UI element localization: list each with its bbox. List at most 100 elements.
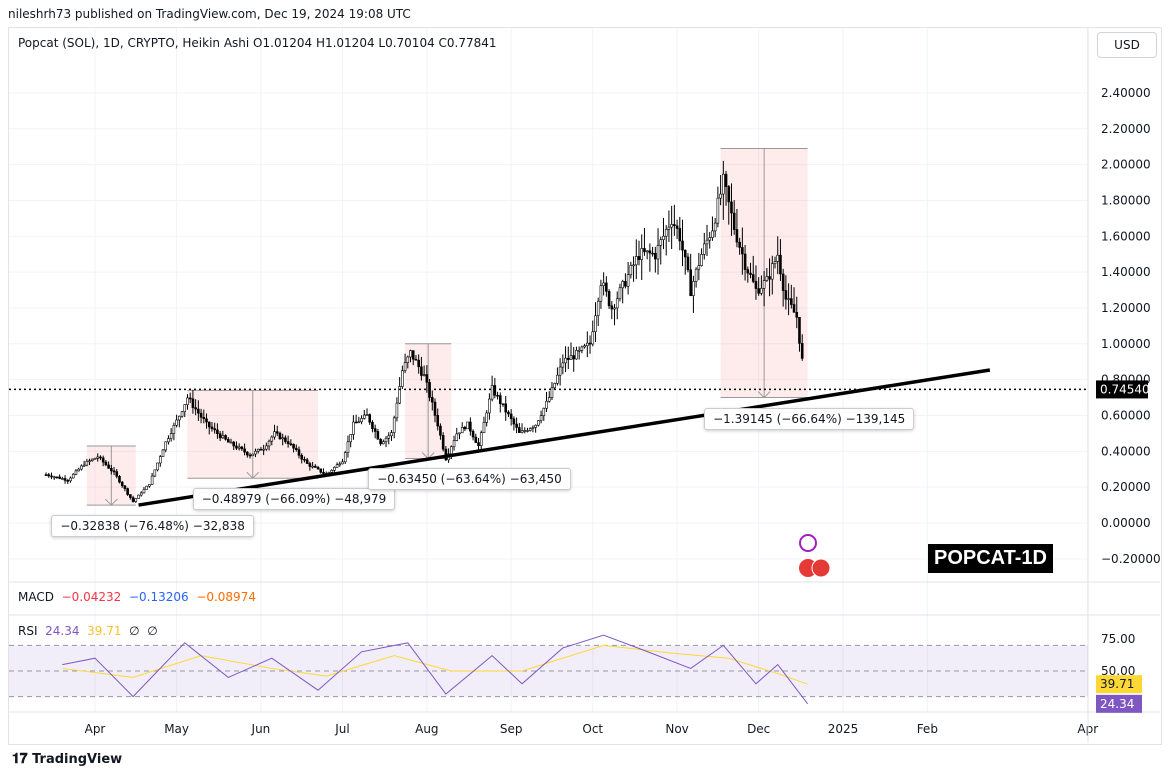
candle-body — [58, 476, 61, 479]
rsi-ma-value: 39.71 — [87, 624, 122, 638]
candle-body — [580, 346, 584, 351]
x-tick-label: Apr — [85, 722, 106, 736]
candle-body — [667, 226, 671, 230]
candle-body — [751, 274, 755, 282]
candle-body — [169, 433, 173, 439]
candle-body — [605, 282, 608, 292]
candle-body — [518, 427, 521, 433]
candle-body — [379, 438, 382, 445]
currency-button[interactable]: USD — [1097, 32, 1157, 58]
candle-body — [390, 432, 393, 437]
candle-body — [44, 474, 48, 476]
candle-body — [564, 357, 567, 364]
candle-body — [110, 468, 113, 472]
candle-body — [479, 432, 483, 446]
candle-body — [270, 436, 274, 442]
candle-body — [115, 471, 119, 477]
candle-body — [547, 397, 551, 402]
candle-body — [586, 342, 589, 347]
candle-body — [765, 276, 769, 281]
y-tick-label: 2.00000 — [1101, 158, 1151, 172]
candle-body — [615, 298, 619, 309]
candle-body — [776, 254, 780, 262]
candle-body — [352, 421, 355, 435]
candle-body — [594, 315, 597, 333]
candle-body — [401, 370, 404, 387]
candle-body — [284, 437, 287, 442]
candle-body — [354, 421, 358, 424]
candle-body — [392, 417, 396, 433]
candle-body — [800, 343, 804, 359]
candle-body — [137, 494, 140, 499]
candle-body — [719, 193, 722, 199]
candle-body — [172, 424, 176, 434]
rsi-label: RSI — [18, 624, 38, 638]
candle-body — [216, 429, 219, 434]
candle-body — [218, 433, 222, 439]
candle-body — [314, 465, 317, 468]
candle-body — [735, 229, 739, 243]
candle-body — [787, 298, 790, 300]
candle-body — [286, 441, 290, 445]
candle-body — [126, 488, 129, 495]
candle-body — [395, 402, 399, 419]
rsi-extra-2: ∅ — [147, 624, 158, 638]
candle-body — [520, 430, 524, 433]
candle-body — [700, 254, 703, 266]
candle-body — [488, 398, 491, 414]
macd-legend: MACD −0.04232 −0.13206 −0.08974 — [18, 590, 256, 604]
candle-body — [112, 470, 116, 473]
last-price-label: 0.74540 — [1100, 382, 1150, 396]
candle-body — [376, 431, 380, 440]
candle-body — [471, 430, 475, 438]
candle-body — [575, 350, 578, 360]
published-by: nileshrh73 published on TradingView.com,… — [8, 7, 411, 21]
candle-body — [259, 448, 263, 451]
candle-body — [267, 440, 271, 447]
candle-body — [724, 173, 728, 187]
candle-body — [123, 485, 127, 489]
candle-body — [373, 428, 377, 432]
measure-label: −1.39145 (−66.64%) −139,145 — [704, 407, 915, 430]
candle-body — [466, 421, 469, 430]
candle-body — [322, 472, 325, 474]
candle-body — [308, 463, 312, 467]
candle-body — [52, 476, 56, 479]
candle-body — [713, 222, 717, 232]
candle-body — [790, 298, 793, 305]
candle-body — [784, 290, 788, 300]
candle-body — [153, 469, 157, 477]
candle-body — [131, 497, 135, 502]
candle-body — [205, 418, 208, 423]
candle-body — [539, 415, 543, 421]
candle-body — [613, 307, 616, 310]
candle-body — [664, 229, 668, 237]
candle-body — [207, 421, 211, 428]
candle-body — [139, 492, 143, 496]
rsi-line — [62, 634, 809, 705]
candle-body — [248, 454, 252, 457]
rsi-value-tag-label: 39.71 — [1100, 677, 1134, 691]
candle-body — [683, 249, 687, 258]
candle-body — [338, 463, 342, 466]
candle-body — [63, 478, 67, 481]
candle-body — [262, 448, 265, 451]
candle-body — [637, 256, 641, 260]
candle-body — [346, 441, 350, 453]
y-tick-label: 2.40000 — [1101, 86, 1151, 100]
candle-body — [670, 224, 673, 228]
candle-body — [656, 245, 660, 260]
candle-body — [531, 427, 535, 429]
candle-body — [626, 274, 630, 287]
x-tick-label: Feb — [917, 722, 938, 736]
candle-body — [534, 424, 537, 428]
candle-body — [732, 212, 736, 230]
candle-body — [371, 421, 374, 429]
macd-histogram: −0.08974 — [196, 590, 256, 604]
candle-body — [294, 447, 298, 451]
candle-body — [349, 434, 352, 443]
y-tick-label: 0.40000 — [1101, 444, 1151, 458]
y-tick-label: 1.20000 — [1101, 301, 1151, 315]
candle-body — [509, 413, 513, 420]
